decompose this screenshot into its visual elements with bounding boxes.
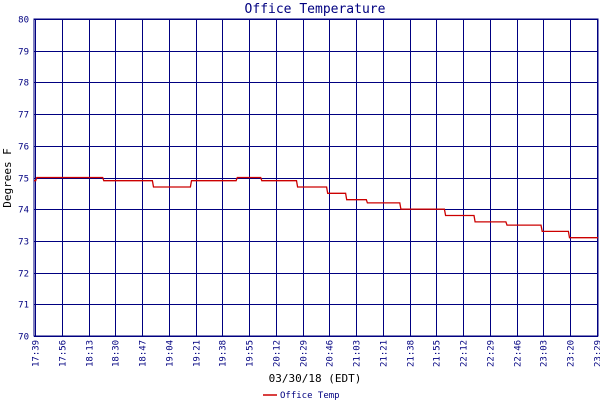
x-tick-label: 17:39 — [32, 340, 42, 367]
y-tick-label: 70 — [18, 333, 29, 343]
y-axis-label: Degrees F — [1, 148, 14, 208]
x-axis-label: 03/30/18 (EDT) — [269, 372, 362, 385]
x-tick-label: 22:12 — [460, 340, 470, 367]
x-tick-label: 23:20 — [567, 340, 577, 367]
series-line-office-temp — [34, 176, 598, 239]
x-tick-label: 18:30 — [112, 340, 122, 367]
y-tick-label: 75 — [18, 175, 29, 185]
x-tick-label: 20:12 — [273, 340, 283, 367]
x-tick-label: 19:55 — [246, 340, 256, 367]
y-tick-labels: 70 71 72 73 74 75 76 77 78 79 80 — [18, 16, 29, 343]
x-tick-label: 21:38 — [407, 340, 417, 367]
x-tick-label: 19:21 — [193, 340, 203, 367]
y-tick-label: 76 — [18, 143, 29, 153]
x-tick-label: 23:03 — [540, 340, 550, 367]
x-tick-label: 21:55 — [433, 340, 443, 367]
x-tick-label: 21:21 — [380, 340, 390, 367]
x-tick-label: 17:56 — [59, 340, 69, 367]
y-tick-label: 78 — [18, 79, 29, 89]
y-tick-label: 74 — [18, 206, 29, 216]
x-tick-label: 20:46 — [326, 340, 336, 367]
x-tick-label: 20:29 — [300, 340, 310, 367]
grid — [33, 18, 599, 337]
y-tick-label: 79 — [18, 48, 29, 58]
legend: Office Temp — [263, 391, 340, 400]
y-tick-label: 80 — [18, 16, 29, 26]
y-tick-label: 71 — [18, 301, 29, 311]
x-tick-label: 22:29 — [487, 340, 497, 367]
y-tick-label: 73 — [18, 238, 29, 248]
y-tick-label: 72 — [18, 270, 29, 280]
x-tick-label: 18:47 — [139, 340, 149, 367]
x-tick-labels: 17:39 17:56 18:13 18:30 18:47 19:04 19:21 19:38… — [32, 340, 600, 367]
x-tick-label: 22:46 — [514, 340, 524, 367]
x-tick-label: 19:38 — [219, 340, 229, 367]
x-tick-label: 23:29 — [594, 340, 600, 367]
x-tick-label: 19:04 — [166, 340, 176, 367]
series-layer — [34, 176, 598, 239]
plot-frame — [33, 18, 599, 337]
y-tick-label: 77 — [18, 111, 29, 121]
chart-title: Office Temperature — [245, 2, 386, 17]
legend-label: Office Temp — [280, 391, 340, 400]
x-tick-label: 18:13 — [86, 340, 96, 367]
x-tick-label: 21:03 — [353, 340, 363, 367]
